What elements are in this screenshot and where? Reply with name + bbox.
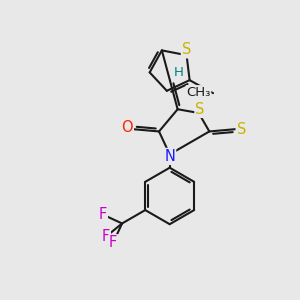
- Text: S: S: [196, 102, 205, 117]
- Text: CH₃: CH₃: [186, 86, 211, 99]
- Text: F: F: [109, 235, 117, 250]
- Text: F: F: [99, 207, 107, 222]
- Text: H: H: [173, 66, 183, 79]
- Text: F: F: [102, 229, 110, 244]
- Text: S: S: [237, 122, 246, 136]
- Text: N: N: [164, 149, 175, 164]
- Text: O: O: [121, 120, 133, 135]
- Text: S: S: [182, 42, 191, 57]
